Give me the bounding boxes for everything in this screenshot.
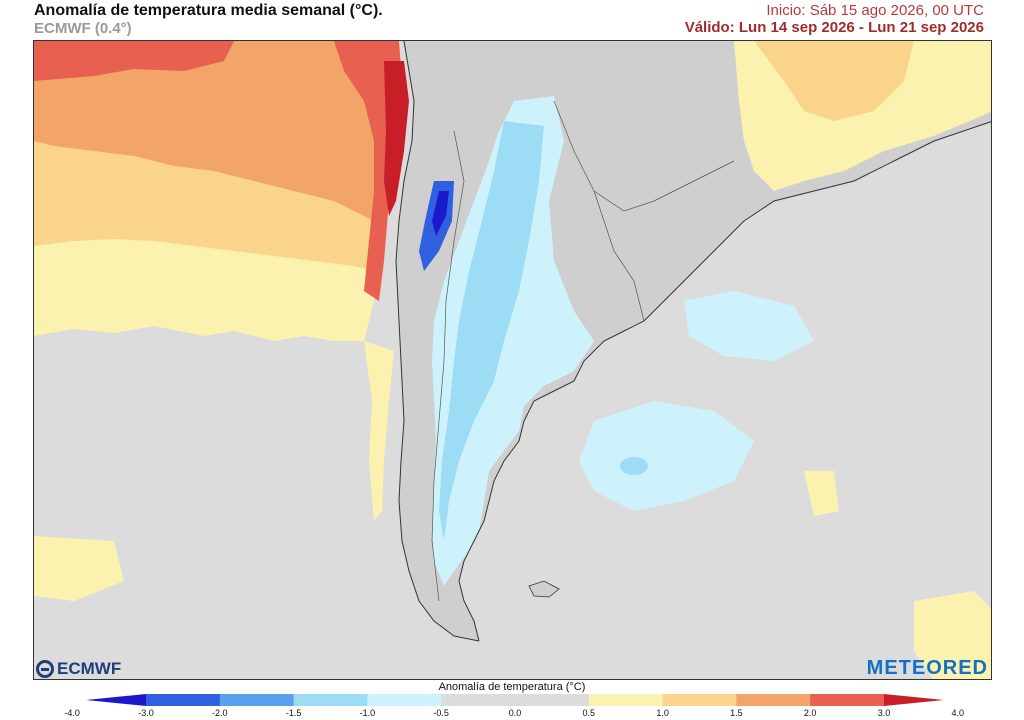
color-bar-segment: [293, 694, 368, 706]
start-time: Inicio: Sáb 15 ago 2026, 00 UTC: [766, 2, 984, 19]
brazil-warm-moderate: [754, 41, 914, 121]
ecmwf-logo-text: ECMWF: [57, 659, 122, 678]
pacific-warm-south: [34, 536, 124, 601]
color-bar-tick-label: 1.0: [656, 708, 669, 718]
falkland-islands: [528, 580, 560, 598]
color-bar-segment: [662, 694, 737, 706]
atlantic-cold-patch: [579, 401, 754, 511]
andes-cold-peak: [432, 191, 449, 236]
color-bar-tick-label: 2.0: [803, 708, 817, 718]
color-bar-tick-label: -0.5: [433, 708, 449, 718]
color-bar-arrow-low: [86, 694, 146, 706]
color-bar-tick-label: -1.5: [285, 708, 302, 718]
atlantic-warm-southeast: [914, 591, 991, 679]
pacific-warm-very-strong: [34, 41, 234, 81]
map-graphic: [34, 41, 991, 679]
color-bar-segment: [810, 694, 885, 706]
southern-coast-warm: [364, 341, 394, 521]
color-bar-tick-label: 4.0: [951, 708, 965, 718]
argentina-cold-weak: [432, 96, 594, 586]
color-bar-tick-label: 0.5: [582, 708, 596, 718]
atlantic-cold-core: [620, 457, 648, 475]
color-bar-tick-label: -4.0: [64, 708, 80, 718]
map-title: Anomalía de temperatura media semanal (°…: [34, 2, 383, 19]
valid-period: Válido: Lun 14 sep 2026 - Lun 21 sep 202…: [684, 19, 984, 36]
color-bar-tick-label: 3.0: [877, 708, 891, 718]
pacific-warm-strong: [34, 41, 394, 221]
color-bar-segment: [736, 694, 811, 706]
atlantic-cold-patch-north: [684, 291, 814, 361]
color-bar-tick-label: -2.0: [212, 708, 228, 718]
atlantic-coastline: [458, 121, 991, 642]
legend-title: Anomalía de temperatura (°C): [438, 681, 586, 693]
color-bar-tick-label: 1.5: [730, 708, 743, 718]
coast-warm-strip: [334, 41, 402, 301]
meteored-logo: METEORED: [866, 657, 988, 679]
anomaly-map: [33, 40, 992, 680]
color-bar-tick-label: -1.0: [359, 708, 376, 718]
ecmwf-logo: ECMWF: [36, 659, 121, 679]
ecmwf-logo-icon: [36, 660, 54, 678]
color-bar-segment: [441, 694, 516, 706]
chile-argentina-border: [431, 130, 465, 602]
color-bar-segment: [146, 694, 221, 706]
paraguay-uruguay-borders: [593, 190, 645, 322]
color-bar-tick-label: 0.0: [508, 708, 522, 718]
color-bar-ticks: -4.0 -3.0 -2.0 -1.5 -1.0 -0.5 0.0 0.5 1.0 1.5 2.0 3…: [0, 708, 1024, 720]
model-label: ECMWF (0.4°): [34, 20, 132, 37]
argentina-cold-moderate: [439, 121, 544, 541]
color-bar-segment: [367, 694, 442, 706]
pacific-coastline: [395, 41, 480, 642]
color-bar: [86, 694, 944, 706]
color-bar-segment: [219, 694, 295, 706]
atlantic-warm-small: [804, 471, 839, 516]
color-bar-tick-label: -3.0: [138, 708, 154, 718]
color-bar-segment: [515, 694, 590, 706]
color-bar-segment: [588, 694, 664, 706]
coast-warm-core: [384, 61, 409, 216]
northern-borders: [553, 100, 735, 212]
color-bar-arrow-high: [884, 694, 944, 706]
